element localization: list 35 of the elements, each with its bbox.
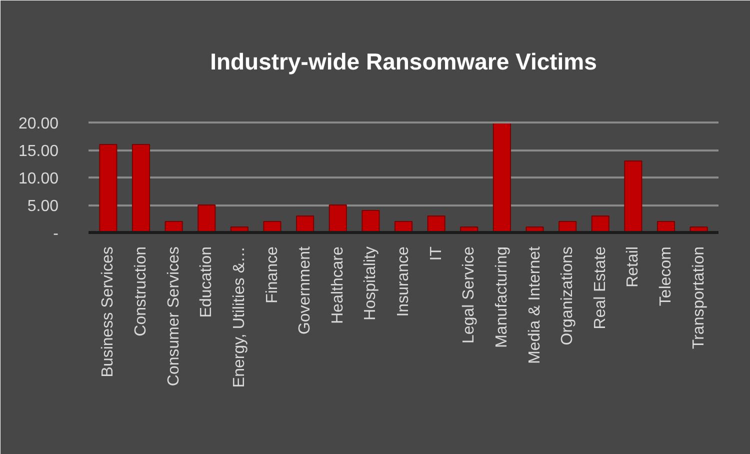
bar — [132, 144, 150, 232]
x-tick-label: IT — [428, 246, 445, 261]
bar — [591, 216, 610, 232]
y-tick-label: 15.00 — [18, 143, 59, 160]
bar — [492, 122, 511, 232]
bar — [99, 144, 118, 232]
x-tick-label: Government — [296, 246, 314, 335]
x-tick-label: Insurance — [395, 246, 412, 317]
x-tick-label: Organizations — [559, 246, 576, 346]
y-tick-label: 10.00 — [18, 170, 59, 188]
x-tick-label: Transportation — [690, 246, 708, 350]
bar — [427, 216, 446, 232]
y-tick-label: 20.00 — [18, 116, 59, 132]
x-tick-label: Media & Internet — [526, 246, 544, 364]
bar — [328, 204, 347, 232]
x-tick-label: Finance — [264, 246, 281, 304]
x-tick-label: Consumer Services — [165, 246, 182, 386]
chart-title: Industry-wide Ransomware Victims — [210, 48, 597, 74]
bar — [362, 210, 380, 232]
y-tick-label: - — [53, 226, 58, 242]
x-tick-label: Business Services — [100, 246, 117, 378]
x-tick-label: Education — [198, 246, 216, 318]
x-tick-label: Hospitality — [362, 246, 380, 320]
x-tick-label: Telecom — [658, 246, 674, 306]
x-tick-label: Manufacturing — [493, 246, 510, 348]
x-tick-label: Healthcare — [329, 246, 346, 324]
bar — [624, 160, 642, 232]
x-tick-label: Retail — [624, 246, 642, 288]
y-tick-label: 5.00 — [27, 198, 59, 215]
x-tick-label: Legal Service — [460, 246, 478, 344]
x-tick-label: Energy, Utilities &… — [230, 246, 248, 388]
bar — [296, 216, 314, 232]
bar — [198, 204, 216, 232]
x-tick-label: Construction — [132, 246, 150, 336]
x-tick-label: Real Estate — [592, 246, 609, 330]
